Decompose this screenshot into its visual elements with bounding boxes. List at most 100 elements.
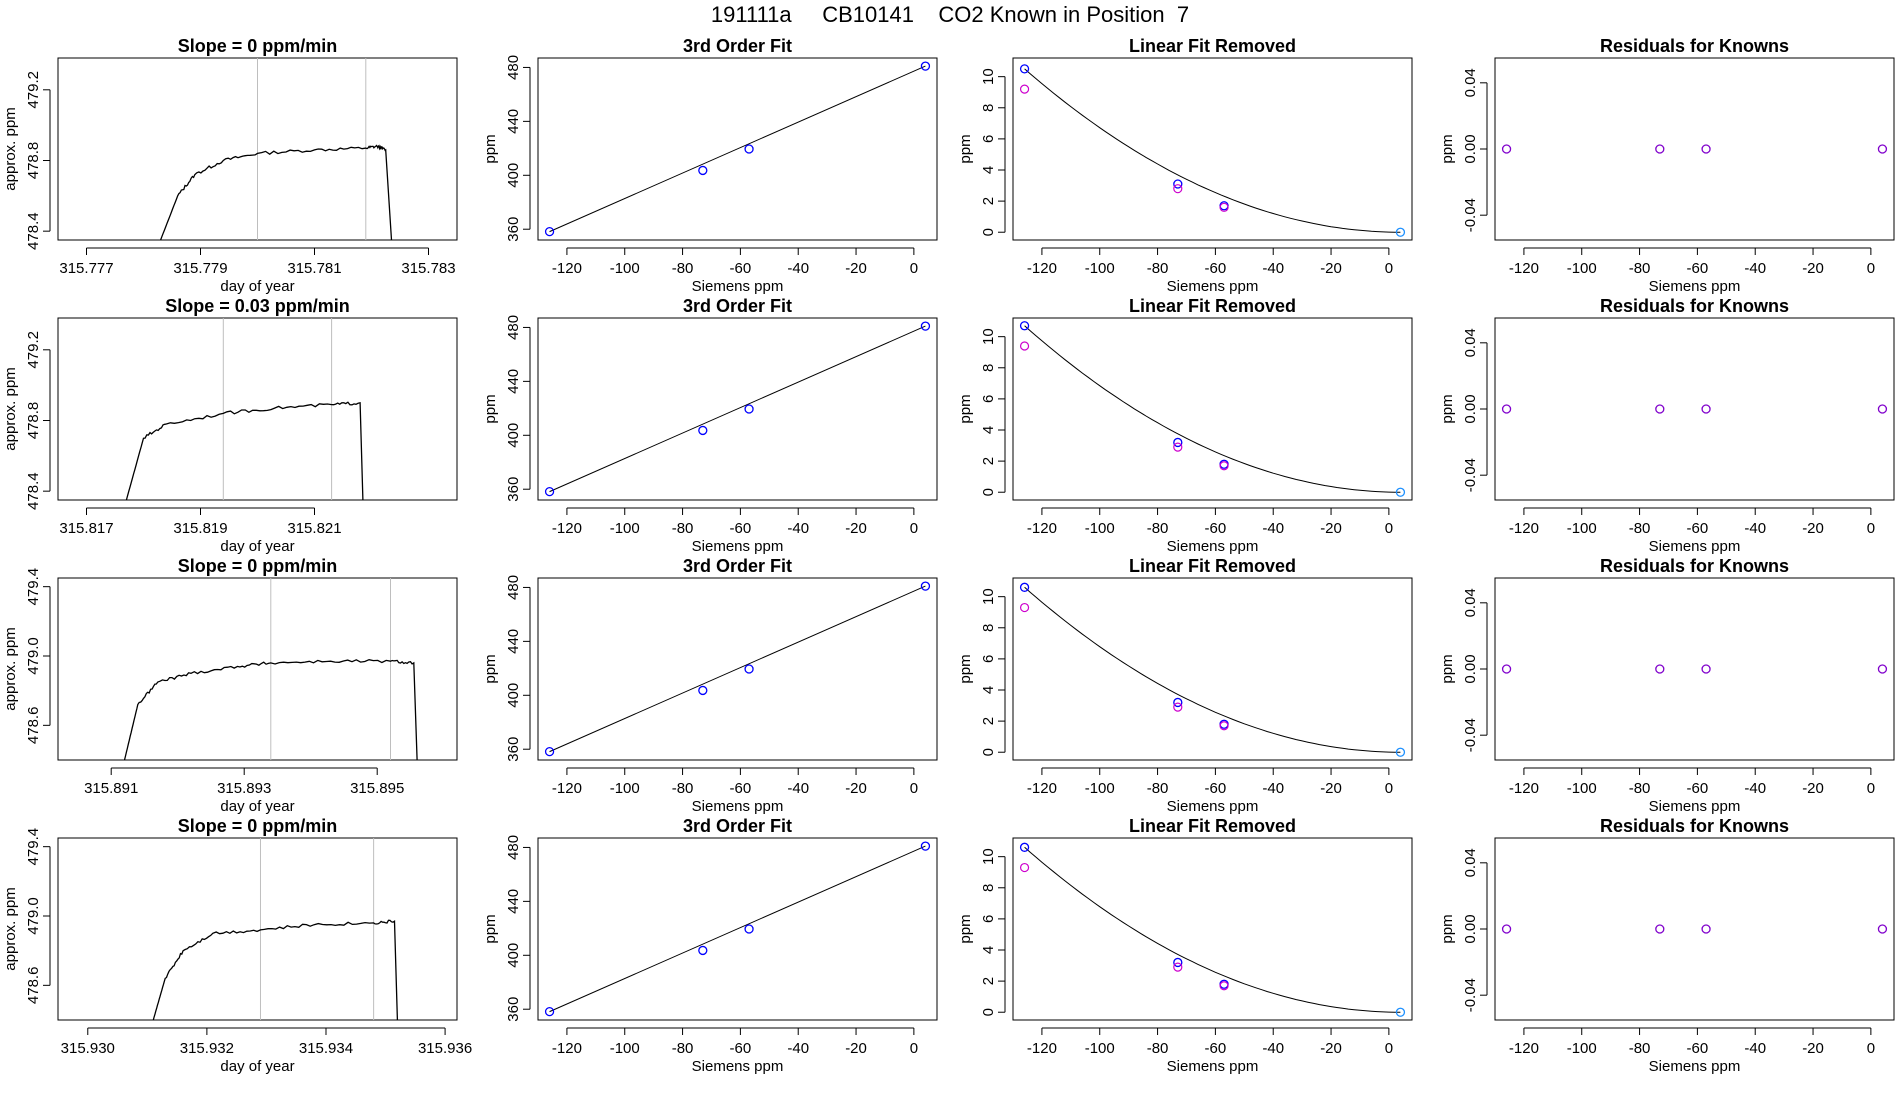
x-tick-label: -100 [1567, 260, 1597, 277]
residual-point [1655, 664, 1665, 674]
plot-frame [1012, 837, 1413, 1021]
x-tick-label: -20 [1802, 260, 1824, 277]
y-tick-label: 0.04 [1462, 68, 1479, 97]
panel-title: Residuals for Knowns [1600, 36, 1789, 56]
x-tick-label: -80 [1147, 260, 1169, 277]
panel-title: 3rd Order Fit [683, 36, 792, 56]
panel-r1-c4: Residuals for Knowns -120 -100 -80 -60 -40 -20… [1439, 36, 1895, 295]
x-tick-label: -20 [1320, 1040, 1342, 1057]
x-tick-label: -100 [1085, 1040, 1115, 1057]
x-tick-label: -60 [1687, 780, 1709, 797]
panel-r2-c3: Linear Fit Removed -120 -100 -80 -60 -40 -20 0 S… [957, 296, 1413, 555]
plot-area [544, 841, 931, 1017]
panel-title: 3rd Order Fit [683, 296, 792, 316]
x-axis-label: Siemens ppm [692, 538, 784, 555]
x-tick-label: -100 [1085, 780, 1115, 797]
x-tick-label: -100 [1567, 1040, 1597, 1057]
fit-line [549, 325, 926, 493]
x-tick-label: -80 [672, 520, 694, 537]
x-axis-label: Siemens ppm [1167, 278, 1259, 295]
fit-line [549, 845, 926, 1013]
x-tick-label: -60 [1205, 260, 1227, 277]
x-tick-label: -120 [1509, 260, 1539, 277]
x-tick-label: -60 [730, 780, 752, 797]
x-tick-label: -120 [1509, 780, 1539, 797]
y-tick-label: 440 [505, 629, 522, 654]
x-tick-label: -20 [1802, 520, 1824, 537]
panel-r3-c1: Slope = 0 ppm/min 315.891 315.893 315.895 da… [2, 556, 458, 815]
y-tick-label: 0.04 [1462, 328, 1479, 357]
residual-point [1501, 664, 1512, 674]
data-point [1395, 1007, 1406, 1017]
panel-title: Slope = 0 ppm/min [178, 816, 338, 836]
x-axis-label: Siemens ppm [1167, 798, 1259, 815]
x-tick-label: 0 [910, 780, 918, 797]
y-tick-label: 8 [980, 364, 997, 372]
x-tick-label: -80 [672, 260, 694, 277]
trace-line [123, 659, 418, 760]
panel-title: 3rd Order Fit [683, 816, 792, 836]
x-tick-label: -100 [610, 260, 640, 277]
y-tick-label: 360 [505, 477, 522, 502]
y-tick-label: 360 [505, 737, 522, 762]
y-tick-label: 478.8 [25, 402, 42, 440]
data-point [1019, 321, 1030, 331]
data-point [1173, 179, 1183, 189]
residual-point [1655, 924, 1665, 934]
x-tick-label: -100 [1085, 260, 1115, 277]
data-point [1019, 582, 1030, 592]
plot-area [1019, 582, 1406, 757]
x-tick-label: 0 [910, 1040, 918, 1057]
y-tick-label: -0.04 [1462, 978, 1479, 1012]
panel-r1-c2: 3rd Order Fit -120 -100 -80 -60 -40 -20 0 Siemen… [482, 36, 938, 295]
fit-curve [1024, 846, 1401, 1013]
y-axis-label: approx. ppm [2, 107, 19, 190]
y-tick-label: 400 [505, 163, 522, 188]
data-point-alt [1019, 341, 1030, 351]
residual-point [1701, 404, 1711, 414]
y-tick-label: 6 [980, 915, 997, 923]
panel-title: Residuals for Knowns [1600, 296, 1789, 316]
data-point [744, 404, 754, 414]
panel-title: Slope = 0 ppm/min [178, 36, 338, 56]
y-tick-label: 10 [980, 588, 997, 605]
data-point [1395, 487, 1406, 497]
x-tick-label: -40 [1262, 1040, 1284, 1057]
x-axis-label: Siemens ppm [1649, 798, 1741, 815]
y-tick-label: 478.8 [25, 142, 42, 180]
x-tick-label: -80 [1147, 520, 1169, 537]
plot-area [544, 581, 931, 757]
plot-area [1501, 404, 1888, 414]
y-tick-label: 10 [980, 68, 997, 85]
x-tick-label: -20 [845, 520, 867, 537]
residual-point [1501, 404, 1512, 414]
fit-curve [1024, 586, 1401, 753]
x-tick-label: -120 [1509, 1040, 1539, 1057]
x-tick-label: -40 [1744, 520, 1766, 537]
x-axis-label: Siemens ppm [1649, 538, 1741, 555]
x-tick-label: -20 [845, 1040, 867, 1057]
residual-point [1501, 144, 1512, 154]
x-tick-label: -60 [1687, 520, 1709, 537]
data-point [544, 1006, 555, 1017]
figure-title: 191111a CB10141 CO2 Known in Position 7 [710, 2, 1190, 27]
x-tick-label: -40 [787, 780, 809, 797]
x-axis-label: Siemens ppm [1649, 1058, 1741, 1075]
data-point-alt [1219, 202, 1229, 212]
x-tick-label: -100 [1085, 520, 1115, 537]
plot-area [1501, 924, 1888, 934]
residual-point [1701, 924, 1711, 934]
data-point [1173, 957, 1183, 968]
plot-area [152, 838, 399, 1020]
y-tick-label: 4 [980, 426, 997, 434]
x-tick-label: -80 [1629, 520, 1651, 537]
x-tick-label: -60 [1205, 780, 1227, 797]
x-tick-label: -40 [1744, 260, 1766, 277]
panel-r1-c3: Linear Fit Removed -120 -100 -80 -60 -40 -20 0 S… [957, 36, 1413, 295]
plot-frame [1012, 317, 1413, 501]
data-point [744, 144, 754, 154]
panel-r2-c4: Residuals for Knowns -120 -100 -80 -60 -40 -20… [1439, 296, 1895, 555]
x-axis-label: Siemens ppm [1167, 1058, 1259, 1075]
x-tick-label: -60 [1687, 260, 1709, 277]
y-tick-label: 480 [505, 315, 522, 340]
